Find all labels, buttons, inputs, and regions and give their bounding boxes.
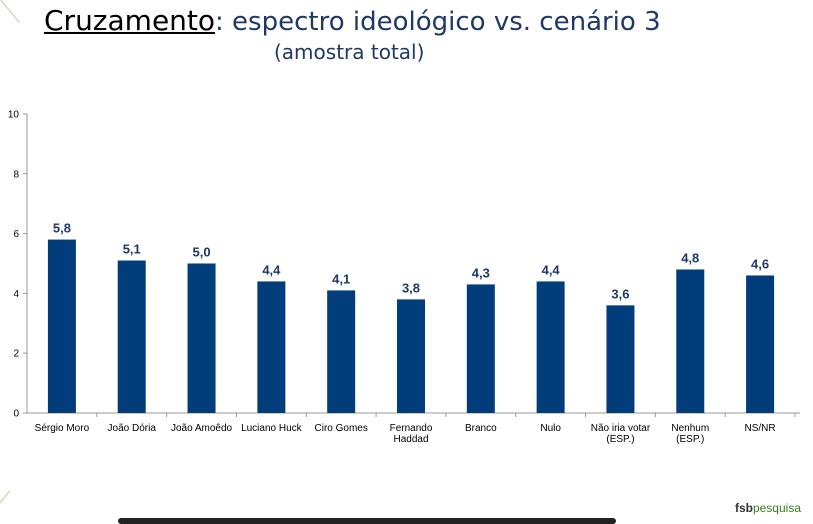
x-tick-label: Sérgio Moro [35, 423, 90, 434]
data-label: 4,6 [751, 256, 769, 271]
bar [536, 281, 565, 413]
data-label: 4,1 [332, 271, 350, 286]
bar [117, 260, 146, 413]
data-label: 4,8 [681, 250, 699, 265]
brand-part1: fsb [734, 501, 753, 515]
x-tick-label: Ciro Gomes [315, 423, 368, 434]
brand-part2: pesquisa [752, 501, 801, 515]
page-title: Cruzamento: espectro ideológico vs. cená… [44, 4, 661, 37]
data-label: 5,1 [123, 242, 141, 257]
data-label: 4,4 [262, 262, 281, 277]
bar [397, 299, 425, 413]
y-tick-label: 2 [13, 349, 19, 360]
brand-logo: fsbpesquisa [735, 501, 801, 515]
x-tick-label: João Amoêdo [171, 423, 233, 434]
bar [606, 305, 635, 413]
data-label: 4,3 [472, 265, 490, 280]
y-tick-label: 10 [8, 110, 20, 121]
bar [327, 290, 356, 413]
bar [257, 281, 286, 413]
page-subtitle: (amostra total) [274, 40, 425, 64]
data-label: 5,0 [193, 245, 211, 260]
data-label: 5,8 [53, 221, 71, 236]
x-tick-label: Não iria votar (ESP.) [591, 423, 651, 445]
x-tick-label: NS/NR [745, 423, 776, 434]
decorative-line-left [0, 0, 21, 23]
data-label: 3,6 [611, 286, 629, 301]
title-prefix: Cruzamento [44, 4, 216, 37]
x-tick-label: Nulo [540, 423, 561, 434]
bar [466, 284, 495, 413]
bottom-scrollbar[interactable] [118, 518, 616, 524]
y-tick-label: 8 [13, 169, 19, 180]
x-tick-label: João Dória [108, 423, 157, 434]
data-label: 4,4 [542, 262, 561, 277]
data-label: 3,8 [402, 280, 420, 295]
title-rest: : espectro ideológico vs. cenário 3 [215, 7, 661, 37]
bar [187, 263, 216, 413]
decorative-line-left-bottom [0, 490, 11, 514]
bar [47, 239, 76, 413]
x-tick-label: Fernando Haddad [390, 423, 433, 445]
x-tick-label: Nenhum (ESP.) [671, 423, 709, 445]
y-tick-label: 6 [13, 229, 19, 240]
bar [746, 275, 775, 413]
y-tick-label: 4 [13, 289, 19, 300]
x-tick-label: Branco [465, 423, 497, 434]
x-tick-label: Luciano Huck [241, 423, 303, 434]
y-tick-label: 0 [13, 409, 19, 420]
bar [676, 269, 705, 413]
bar-chart: 0 2 4 6 8 10 5,8 Sérgio Moro 5,1 João Dória 5,0 Joã… [8, 110, 800, 445]
